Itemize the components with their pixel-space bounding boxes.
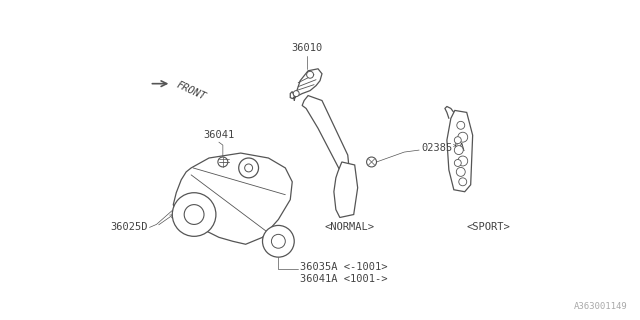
Circle shape: [262, 225, 294, 257]
Polygon shape: [447, 110, 473, 192]
Polygon shape: [302, 96, 349, 178]
Circle shape: [307, 71, 314, 78]
Circle shape: [239, 158, 259, 178]
Circle shape: [172, 193, 216, 236]
Text: 36010: 36010: [291, 43, 323, 53]
Text: <SPORT>: <SPORT>: [467, 222, 510, 232]
Text: 36041: 36041: [204, 130, 234, 140]
Polygon shape: [334, 162, 358, 218]
Circle shape: [293, 91, 299, 97]
Circle shape: [456, 167, 465, 176]
Circle shape: [454, 146, 463, 155]
Text: 36035A <-1001>: 36035A <-1001>: [300, 262, 388, 272]
Text: A363001149: A363001149: [573, 302, 627, 311]
Polygon shape: [173, 153, 292, 244]
Circle shape: [454, 159, 461, 166]
Circle shape: [367, 157, 376, 167]
Circle shape: [244, 164, 253, 172]
Circle shape: [218, 157, 228, 167]
Polygon shape: [291, 69, 322, 100]
Text: 36041A <1001->: 36041A <1001->: [300, 274, 388, 284]
Circle shape: [459, 178, 467, 186]
Text: 02385*A: 02385*A: [421, 143, 465, 153]
Circle shape: [271, 234, 285, 248]
Text: 36025D: 36025D: [110, 222, 147, 232]
Text: FRONT: FRONT: [174, 79, 207, 102]
Circle shape: [458, 156, 468, 166]
Circle shape: [458, 132, 468, 142]
Circle shape: [184, 204, 204, 224]
Text: <NORMAL>: <NORMAL>: [324, 222, 375, 232]
Circle shape: [454, 137, 461, 144]
Circle shape: [457, 121, 465, 129]
